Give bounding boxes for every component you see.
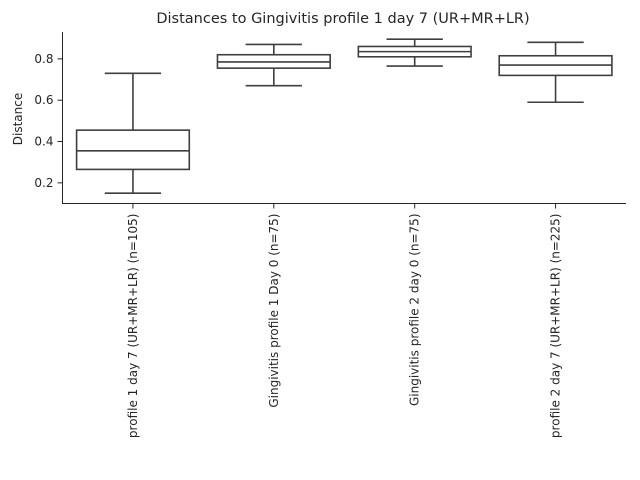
- y-tick-label: 0.4: [34, 135, 53, 149]
- x-tick-label: Gingivitis profile 1 Day 0 (n=75): [267, 214, 281, 408]
- y-axis-label: Distance: [11, 93, 25, 145]
- x-tick-label: Gingivitis profile 2 day 0 (n=75): [408, 214, 422, 407]
- y-tick-label: 0.2: [34, 176, 53, 190]
- y-tick-label: 0.8: [34, 52, 53, 66]
- chart-title: Distances to Gingivitis profile 1 day 7 …: [156, 11, 529, 27]
- x-tick-label: profile 1 day 7 (UR+MR+LR) (n=105): [126, 214, 140, 439]
- y-tick-label: 0.6: [34, 93, 53, 107]
- plot-area: 0.2 0.4 0.6 0.8 profile 1 day 7 (UR+MR+LR) (…: [34, 38, 613, 439]
- x-tick-label: profile 2 day 7 (UR+MR+LR) (n=225): [549, 214, 563, 439]
- box-iqr: [75, 129, 191, 171]
